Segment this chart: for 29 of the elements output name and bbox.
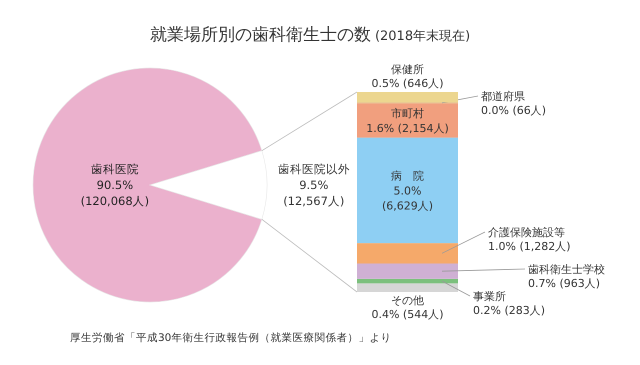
data-label: 9.5% (12,567人)	[283, 178, 344, 208]
data-label: 5.0% (6,629人)	[382, 184, 434, 212]
text: 厚生労働省「平成30年衛生行政報告例（就業医療関係者）」より	[70, 331, 392, 344]
series-label: 事業所	[473, 290, 506, 303]
bar	[357, 138, 458, 244]
data-label: 1.6% (2,154人)	[366, 122, 449, 135]
chart-title: 就業場所別の歯科衛生士の数	[150, 25, 371, 45]
data-label: 1.0% (1,282人)	[488, 240, 571, 253]
data-label: 0.4% (544人)	[371, 308, 444, 321]
data-label: 90.5% (120,068人)	[80, 178, 150, 208]
bar	[357, 278, 458, 284]
bar	[357, 243, 458, 264]
slice-label: 歯科医院	[90, 162, 139, 176]
series-label: 市町村	[391, 106, 424, 120]
series-label: その他	[391, 294, 424, 307]
data-label: 0.5% (646人)	[371, 77, 444, 90]
text: 都道府県	[481, 90, 525, 103]
series-label: 保健所	[391, 63, 424, 76]
text: 歯科衛生士学校	[528, 263, 605, 276]
data-label: 0.2% (283人)	[473, 304, 546, 317]
bar	[357, 283, 458, 292]
bar	[357, 92, 458, 102]
text: (2018年末現在)	[370, 29, 470, 44]
bar	[357, 264, 458, 279]
data-label: 0.7% (963人)	[528, 277, 600, 290]
slice-label: 歯科医院以外	[278, 162, 350, 176]
data-label: 0.0% (66人)	[481, 104, 546, 117]
text: 介護保険施設等	[488, 226, 565, 239]
series-label: 病 院	[391, 169, 424, 182]
